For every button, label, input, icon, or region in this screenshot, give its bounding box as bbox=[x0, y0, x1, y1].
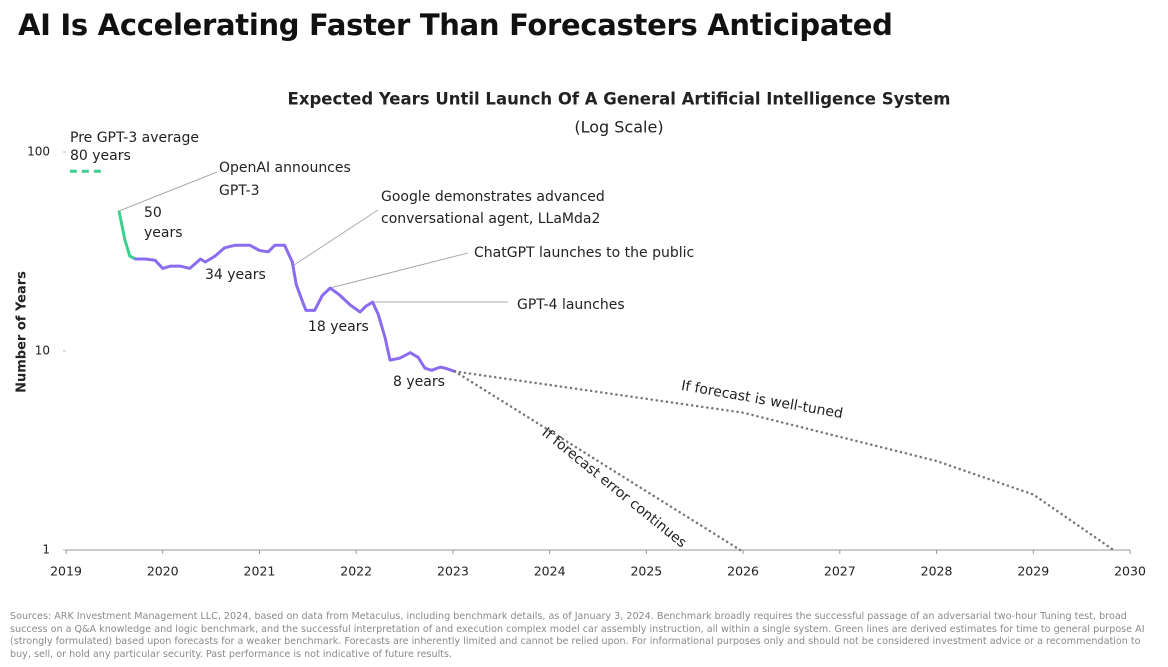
series-line bbox=[134, 243, 457, 373]
annotation: ChatGPT launches to the public bbox=[474, 245, 694, 261]
annotation: OpenAI announces bbox=[219, 160, 351, 176]
x-tick-label: 2023 bbox=[437, 564, 469, 579]
series-line bbox=[453, 370, 1115, 552]
y-tick-label: 10 bbox=[35, 344, 50, 358]
x-tick-label: 2027 bbox=[824, 564, 856, 579]
y-axis-label: Number of Years bbox=[15, 271, 30, 393]
annotation: GPT-3 bbox=[219, 183, 260, 199]
x-tick-label: 2024 bbox=[534, 564, 566, 579]
annotation: 80 years bbox=[70, 148, 131, 164]
x-tick-label: 2025 bbox=[630, 564, 662, 579]
annotation: 34 years bbox=[205, 267, 266, 283]
y-tick-label: 1 bbox=[42, 543, 50, 557]
leader-lines bbox=[118, 171, 508, 303]
x-tick-label: 2021 bbox=[244, 564, 276, 579]
footer: Sources: ARK Investment Management LLC, … bbox=[10, 611, 1145, 660]
annotation: 18 years bbox=[308, 319, 369, 335]
annotation: conversational agent, LLaMda2 bbox=[381, 211, 600, 227]
annotation: Google demonstrates advanced bbox=[381, 189, 605, 205]
chart-title: Expected Years Until Launch Of A General… bbox=[288, 90, 951, 109]
x-tick-label: 2019 bbox=[50, 564, 82, 579]
x-tick-label: 2030 bbox=[1114, 564, 1146, 579]
page-title: AI Is Accelerating Faster Than Forecaste… bbox=[18, 8, 893, 42]
chart-subtitle: (Log Scale) bbox=[574, 118, 663, 137]
series-line bbox=[117, 210, 138, 261]
annotation: 8 years bbox=[393, 374, 445, 390]
x-tick-label: 2026 bbox=[727, 564, 759, 579]
series-label: If forecast error continues bbox=[539, 425, 690, 551]
x-tick-label: 2020 bbox=[147, 564, 179, 579]
annotation: 50 bbox=[144, 205, 162, 221]
y-tick-label: 100 bbox=[27, 145, 50, 159]
x-tick-label: 2029 bbox=[1017, 564, 1049, 579]
chart: Expected Years Until Launch Of A General… bbox=[15, 90, 1146, 579]
x-tick-label: 2028 bbox=[921, 564, 953, 579]
series-label: If forecast is well-tuned bbox=[680, 378, 844, 422]
annotation: GPT-4 launches bbox=[517, 297, 625, 313]
annotation: Pre GPT-3 average bbox=[70, 130, 199, 146]
x-tick-label: 2022 bbox=[340, 564, 372, 579]
series-line bbox=[453, 370, 742, 552]
annotation: years bbox=[144, 225, 183, 241]
